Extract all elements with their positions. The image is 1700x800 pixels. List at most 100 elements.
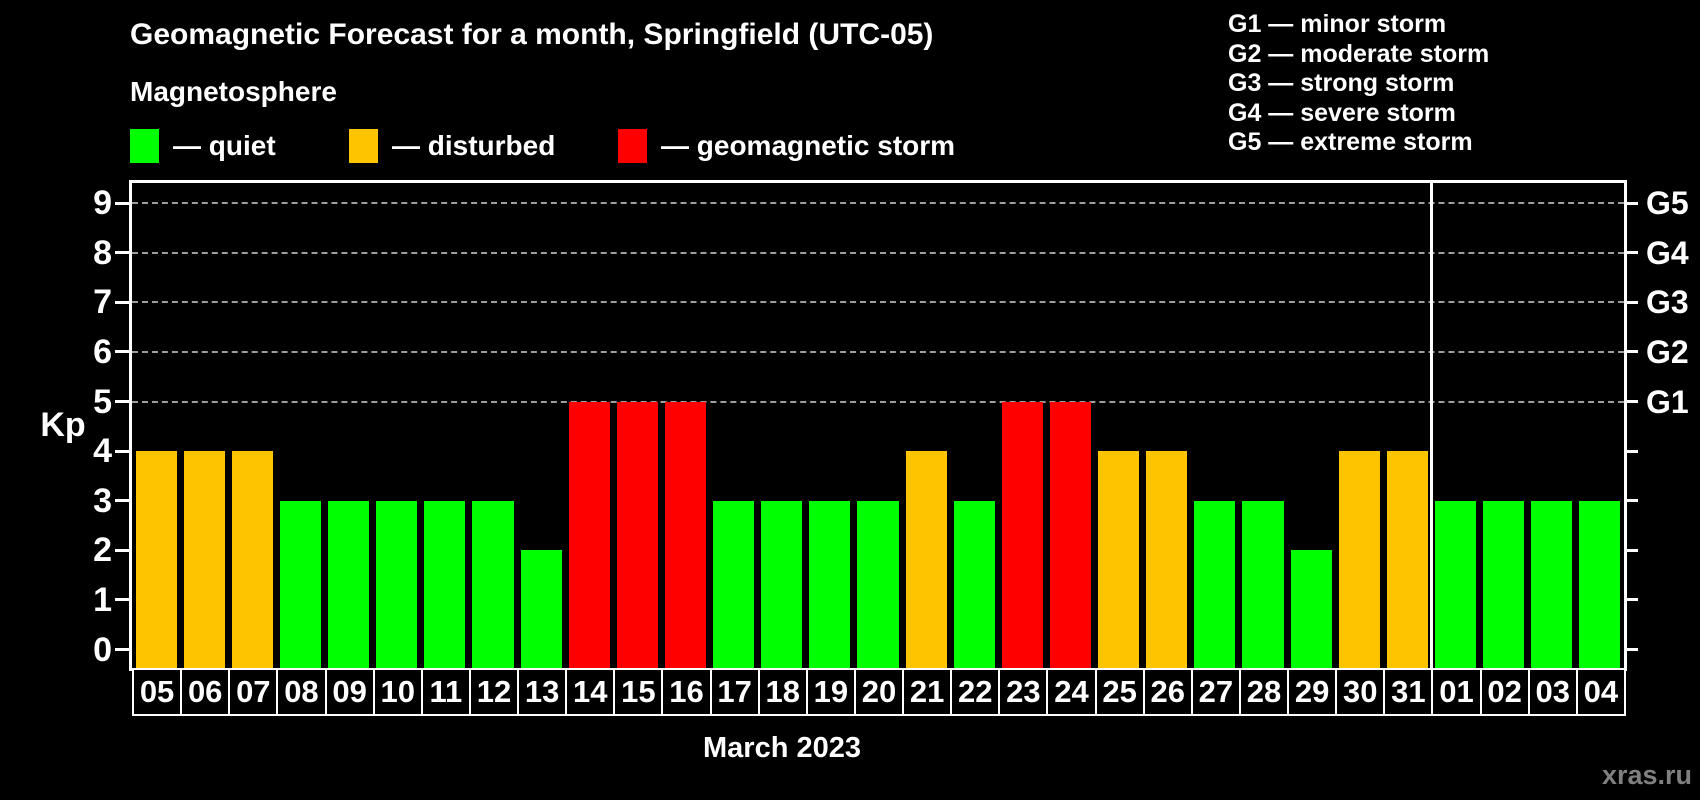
legend-item-quiet: — quiet [130, 128, 276, 164]
page-title: Geomagnetic Forecast for a month, Spring… [130, 18, 934, 51]
y-tick-right [1624, 300, 1638, 304]
kp-bar-day-02 [1483, 500, 1525, 668]
day-label: 15 [613, 668, 664, 716]
g-scale-label-g3: G3 [1646, 284, 1689, 321]
kp-bar-day-03 [1531, 500, 1573, 668]
y-tick-right [1624, 648, 1638, 651]
plot-area: 0 1 2 3 4 5 6 7 8 9 G1 G2 G3 G4 G5 [93, 180, 1689, 671]
day-label: 10 [372, 668, 423, 716]
day-label: 27 [1190, 668, 1241, 716]
kp-bar-day-23 [1001, 401, 1043, 668]
legend-item-storm: — geomagnetic storm [618, 128, 955, 164]
day-label: 24 [1046, 668, 1097, 716]
kp-bar-day-05 [135, 451, 177, 668]
day-label: 02 [1479, 668, 1530, 716]
y-tick-left [115, 499, 129, 503]
day-label: 26 [1142, 668, 1193, 716]
gridline-kp8 [132, 251, 1624, 254]
day-label: 30 [1335, 668, 1386, 716]
plot-border-top [129, 180, 1627, 183]
kp-bar-day-22 [953, 500, 995, 668]
y-tick-left [115, 251, 129, 255]
kp-bar-day-11 [424, 500, 466, 668]
magnetosphere-label: Magnetosphere [130, 76, 337, 107]
day-label: 08 [276, 668, 327, 716]
y-tick-right [1624, 251, 1638, 255]
g-scale-label-g4: G4 [1646, 234, 1689, 271]
kp-bar-day-10 [376, 500, 418, 668]
y-axis-title: Kp [40, 406, 86, 444]
day-label: 09 [324, 668, 375, 716]
day-label: 18 [757, 668, 808, 716]
day-label: 12 [468, 668, 520, 716]
y-tick-right [1624, 449, 1638, 453]
plot-border-right [1624, 180, 1627, 671]
y-tick-left [115, 598, 129, 602]
day-label: 14 [565, 668, 616, 716]
x-axis-day-labels: 05 06 07 08 09 10 11 12 13 14 15 16 17 18 19 20 21 22 23 24… [132, 668, 1626, 720]
day-label: 21 [902, 668, 953, 716]
y-tick-label: 4 [93, 432, 112, 471]
gridline-kp5 [132, 400, 1624, 403]
kp-bar-day-28 [1242, 500, 1284, 668]
y-tick-left [115, 400, 129, 403]
day-label: 31 [1383, 668, 1434, 716]
y-tick-label: 5 [93, 382, 112, 421]
y-tick-label: 2 [93, 531, 112, 570]
kp-bar-day-01 [1434, 500, 1477, 668]
g-scale-label-g5: G5 [1646, 185, 1689, 222]
kp-bar-day-31 [1386, 451, 1428, 668]
storm-scale-line: G4 — severe storm [1228, 98, 1456, 127]
kp-bar-day-04 [1579, 500, 1621, 668]
disturbed-swatch-icon [349, 129, 378, 163]
day-label: 28 [1238, 668, 1290, 716]
day-label: 20 [853, 668, 905, 716]
kp-bar-day-16 [664, 401, 707, 668]
month-separator [1429, 183, 1433, 668]
storm-scale-line: G5 — extreme storm [1228, 128, 1473, 156]
gridline-kp7 [132, 301, 1624, 304]
storm-scale-line: G3 — strong storm [1228, 69, 1455, 97]
day-label: 07 [228, 668, 279, 716]
y-tick-left [115, 350, 129, 354]
kp-bar-day-18 [761, 500, 803, 668]
kp-bar-day-08 [279, 500, 321, 668]
x-axis-title: March 2023 [703, 732, 861, 764]
y-tick-right [1624, 201, 1638, 205]
y-tick-label: 6 [93, 332, 112, 371]
g-scale-label-g2: G2 [1646, 333, 1689, 370]
day-label: 11 [420, 668, 471, 716]
kp-bar-day-17 [713, 500, 755, 668]
kp-bar-day-13 [520, 550, 562, 668]
day-label: 03 [1527, 668, 1578, 716]
kp-bar-day-15 [616, 401, 658, 668]
legend-item-disturbed: — disturbed [349, 128, 555, 164]
plot-border-left [129, 180, 132, 671]
kp-bar-day-07 [231, 451, 273, 668]
storm-scale-legend: G1 — minor storm G2 — moderate storm G3 — … [1228, 10, 1489, 158]
y-tick-right [1624, 598, 1638, 602]
y-tick-label: 7 [93, 283, 112, 322]
day-label: 17 [709, 668, 760, 716]
kp-bar-day-09 [328, 500, 370, 668]
kp-bar-day-30 [1338, 451, 1380, 668]
g-scale-label-g1: G1 [1646, 383, 1689, 420]
day-label: 05 [132, 668, 183, 716]
y-tick-label: 3 [93, 481, 112, 520]
y-tick-right [1624, 548, 1638, 552]
storm-swatch-icon [618, 129, 647, 163]
y-tick-left [115, 648, 129, 651]
y-tick-right [1624, 350, 1638, 354]
y-tick-left [115, 449, 129, 453]
day-label: 06 [180, 668, 231, 716]
gridline-kp6 [132, 350, 1624, 353]
kp-bar-day-29 [1290, 550, 1332, 668]
kp-bar-day-26 [1146, 451, 1188, 668]
kp-bar-day-20 [857, 500, 899, 668]
gridline-kp9 [132, 202, 1624, 205]
y-tick-label: 8 [93, 233, 112, 272]
y-tick-label: 9 [93, 184, 112, 223]
y-tick-label: 0 [93, 630, 112, 669]
day-label: 29 [1287, 668, 1338, 716]
day-label: 25 [1094, 668, 1145, 716]
